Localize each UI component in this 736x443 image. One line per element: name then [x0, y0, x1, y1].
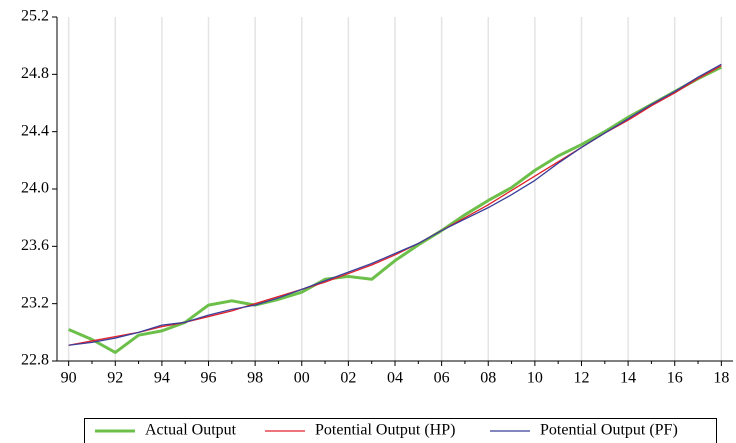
legend-box — [84, 418, 717, 443]
y-tick-label: 24.4 — [21, 122, 49, 139]
x-tick-label: 02 — [340, 370, 356, 387]
y-tick-label: 23.2 — [21, 294, 49, 311]
x-tick-label: 98 — [247, 370, 263, 387]
series-line — [68, 65, 723, 354]
legend-label: Actual Output — [145, 422, 237, 439]
series-line — [68, 63, 722, 346]
legend-label: Potential Output (HP) — [315, 422, 455, 439]
x-tick-label: 14 — [620, 370, 636, 387]
y-tick-label: 24.0 — [21, 180, 49, 197]
y-tick-label: 22.8 — [21, 352, 49, 369]
x-tick-label: 08 — [480, 370, 496, 387]
x-tick-label: 96 — [201, 370, 217, 387]
x-tick-label: 04 — [387, 370, 403, 387]
y-tick-label: 23.6 — [21, 237, 49, 254]
x-tick-label: 16 — [667, 370, 683, 387]
y-tick-label: 24.8 — [21, 65, 49, 82]
legend-label: Potential Output (PF) — [540, 422, 678, 439]
legend: Actual Output Potential Output (HP) Potent… — [84, 418, 717, 443]
x-tick-label: 18 — [713, 370, 729, 387]
x-tick-label: 06 — [434, 370, 450, 387]
y-tick-label: 25.2 — [21, 8, 49, 25]
x-tick-label: 00 — [294, 370, 310, 387]
x-tick-label: 12 — [573, 370, 589, 387]
x-tick-label: 10 — [527, 370, 543, 387]
x-tick-label: 90 — [61, 370, 77, 387]
x-tick-label: 94 — [154, 370, 170, 387]
x-tick-label: 92 — [107, 370, 123, 387]
